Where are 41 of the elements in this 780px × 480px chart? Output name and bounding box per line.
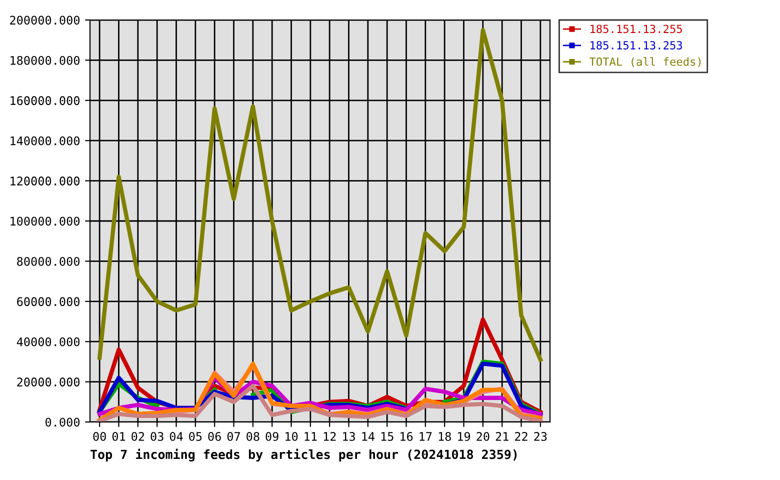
y-tick-label: 60000.000 <box>17 297 80 306</box>
x-tick-label: 02 <box>132 432 144 441</box>
x-tick-label: 04 <box>170 432 183 441</box>
x-tick-label: 15 <box>381 432 394 441</box>
x-tick-label: 05 <box>189 432 202 441</box>
y-tick-label: 180000.000 <box>10 56 80 65</box>
text: Top 7 incoming feeds by articles per hour (20241018 2359) <box>90 448 517 462</box>
x-tick-label: 14 <box>362 432 374 441</box>
x-tick-label: 10 <box>286 432 298 441</box>
y-tick-label: 40000.000 <box>16 337 80 346</box>
x-tick-label: 17 <box>420 432 432 441</box>
line-series <box>98 384 542 422</box>
y-tick-label: 200000.000 <box>10 16 80 25</box>
x-tick-label: 03 <box>150 432 164 441</box>
y-tick-label: 140000.000 <box>10 136 80 146</box>
line-series <box>98 28 542 362</box>
y-tick-label: 160000.000 <box>10 96 80 106</box>
x-tick-label: 00 <box>93 432 106 441</box>
x-tick-label: 01 <box>112 432 126 441</box>
y-tick-label: 20000.000 <box>17 378 80 386</box>
x-tick-label: 16 <box>400 432 413 441</box>
x-tick-label: 23 <box>534 432 547 441</box>
x-tick-label: 08 <box>246 432 260 441</box>
x-tick-label: 07 <box>227 432 240 441</box>
x-tick-label: 09 <box>266 432 278 441</box>
x-tick-label: 22 <box>515 432 528 441</box>
x-tick-label: 12 <box>324 432 336 441</box>
y-tick-label: 120000.000 <box>10 176 80 186</box>
legend-label: 185.151.13.253 <box>590 41 682 50</box>
x-tick-label: 06 <box>208 432 221 441</box>
x-tick-label: 18 <box>438 432 451 441</box>
y-tick-label: 100000.000 <box>10 216 80 226</box>
x-tick-label: 13 <box>343 432 355 441</box>
legend-label: TOTAL (all feeds) <box>589 57 701 68</box>
x-tick-label: 21 <box>496 432 508 441</box>
x-tick-label: 20 <box>476 432 490 441</box>
y-tick-label: 0.000 <box>46 418 80 427</box>
legend-label: 185.151.13.255 <box>590 24 682 34</box>
x-tick-label: 19 <box>458 432 470 441</box>
y-tick-label: 80000.000 <box>17 256 80 266</box>
x-tick-label: 11 <box>304 432 317 441</box>
